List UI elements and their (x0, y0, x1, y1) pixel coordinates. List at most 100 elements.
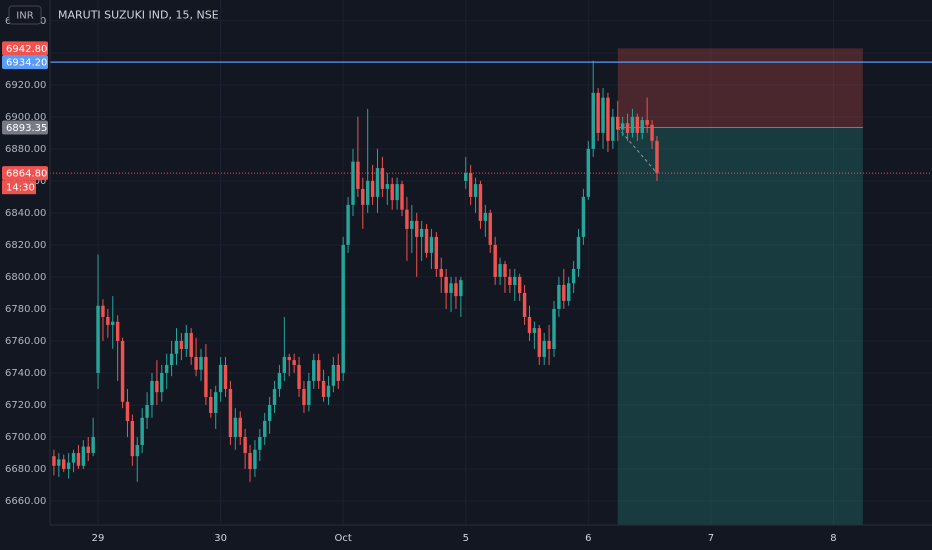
candle-body (429, 236, 434, 253)
candle-body (351, 161, 355, 205)
candle-body (375, 168, 380, 197)
candle-body (96, 305, 100, 373)
candle-body (566, 283, 571, 301)
candle-body (336, 364, 340, 381)
candle-body (395, 184, 399, 201)
candle-body (71, 452, 76, 463)
candle-body (415, 220, 419, 237)
candle-body (204, 356, 208, 397)
candle-body (307, 380, 311, 405)
x-tick-label: Oct (335, 533, 352, 544)
candle-body (297, 364, 301, 389)
candle-body (160, 372, 164, 393)
candle-body (483, 212, 488, 221)
candle-body (111, 321, 115, 325)
candle-body (640, 120, 644, 133)
currency: INR (16, 11, 33, 22)
candle-body (650, 124, 654, 141)
candle-body (292, 360, 296, 365)
candle-body (493, 244, 497, 277)
x-tick-label: 8 (830, 533, 836, 544)
candle-body (635, 116, 640, 133)
candle-body (213, 392, 218, 413)
candle-body (81, 446, 86, 466)
candle-body (620, 123, 625, 130)
candle-body (199, 356, 203, 370)
candle-body (209, 396, 213, 413)
candle-body (517, 276, 522, 293)
candle-body (115, 321, 120, 341)
candle-body (321, 380, 326, 397)
candle-body (473, 184, 478, 197)
candle-body (596, 92, 600, 133)
candle-body (557, 284, 561, 309)
candle-body (527, 316, 532, 333)
candle-body (277, 372, 282, 389)
candle-body (57, 459, 61, 466)
candle-body (66, 462, 71, 469)
candle-body (326, 385, 331, 397)
y-tick-label: 6820.00 (5, 240, 46, 251)
stop-zone (617, 48, 863, 128)
candle-body (522, 292, 527, 317)
entry-price-tag-box (2, 120, 48, 135)
x-tick-label: 7 (708, 533, 714, 544)
candle-body (174, 340, 179, 354)
candle-body (194, 356, 198, 370)
y-tick-label: 6840.00 (5, 208, 46, 219)
candle-body (218, 364, 223, 393)
candle-body (444, 276, 448, 293)
candle-body (581, 196, 586, 237)
candle-body (571, 268, 576, 284)
candle-body (169, 353, 174, 365)
y-tick-label: 6720.00 (5, 400, 46, 411)
candle-body (223, 364, 228, 389)
countdown: 14:30 (6, 183, 35, 194)
y-tick-label: 6700.00 (5, 432, 46, 443)
candle-body (272, 388, 277, 405)
candle-body (356, 161, 360, 189)
candle-body (263, 420, 267, 437)
y-tick-label: 6680.00 (5, 464, 46, 475)
y-tick-label: 6660.00 (5, 496, 46, 507)
x-tick-label: 5 (463, 533, 469, 544)
candle-body (238, 417, 242, 437)
candle-body (611, 116, 615, 141)
currency-badge[interactable] (8, 5, 42, 25)
candle-body (488, 212, 492, 245)
candle-body (503, 264, 507, 277)
candle-body (331, 364, 336, 386)
candle-body (140, 417, 144, 445)
candle-body (120, 340, 125, 402)
candle-body (91, 436, 95, 453)
candle-body (135, 444, 139, 457)
x-tick-label: 6 (585, 533, 591, 544)
candle-body (287, 356, 291, 361)
candle-body (400, 184, 404, 210)
y-tick-label: 6760.00 (5, 336, 46, 347)
candle-body (101, 305, 105, 317)
candle-body (601, 97, 605, 133)
x-tick-label: 29 (92, 533, 105, 544)
y-tick-label: 6900.00 (5, 112, 46, 123)
candle-body (405, 209, 409, 229)
candle-body (52, 456, 56, 466)
candle-body (365, 180, 370, 205)
candle-body (267, 404, 272, 421)
candle-body (302, 388, 306, 405)
candle-body (419, 228, 424, 237)
candle-body (243, 436, 247, 453)
candle-body (184, 332, 189, 349)
stop-price-tag-box (2, 41, 48, 56)
y-tick-label: 6800.00 (5, 272, 46, 283)
entry-price-tag: 6893.35 (6, 123, 47, 134)
candle-body (385, 184, 390, 189)
candle-body (361, 188, 365, 205)
candle-body (312, 360, 316, 381)
candle-body (449, 283, 453, 293)
candle-body (145, 404, 149, 418)
candle-body (316, 360, 321, 381)
countdown-box (2, 180, 36, 195)
